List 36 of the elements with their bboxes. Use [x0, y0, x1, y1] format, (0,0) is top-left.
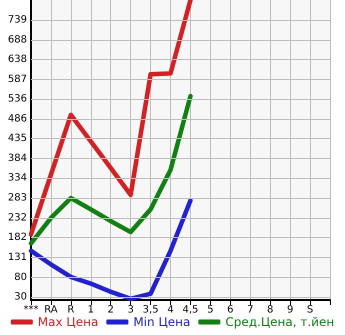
- y-tick-label: 739: [8, 14, 27, 26]
- x-tick-label: 6: [227, 304, 234, 316]
- x-tick-label: 4: [167, 304, 174, 316]
- x-tick-label: R: [67, 304, 74, 316]
- legend-label: Max Цена: [38, 315, 98, 329]
- y-tick-label: 486: [8, 113, 27, 124]
- line-series: [28, 0, 193, 237]
- y-tick-label: 232: [8, 212, 27, 224]
- x-tick-label: 5: [207, 304, 214, 316]
- y-tick-label: 334: [8, 172, 27, 184]
- y-tick-label: 30: [14, 291, 27, 302]
- x-tick-label: 3: [127, 304, 134, 316]
- y-tick-label: 283: [8, 192, 27, 204]
- x-tick-label: S: [306, 304, 314, 316]
- y-tick-label: 182: [8, 232, 27, 243]
- y-tick-label: 435: [8, 133, 27, 144]
- y-tick-label: 587: [8, 74, 27, 85]
- x-tick-label: 8: [267, 304, 274, 316]
- y-tick-label: 638: [8, 54, 27, 65]
- x-tick-label: ***: [24, 304, 38, 316]
- y-tick-label: 384: [8, 153, 27, 164]
- x-tick-label: 2: [108, 304, 114, 316]
- x-tick-label: 4,5: [182, 304, 198, 316]
- y-tick-label: 688: [8, 34, 27, 46]
- y-tick-label: 131: [8, 252, 27, 263]
- y-tick-label: 536: [8, 94, 27, 105]
- line-series: [28, 198, 193, 302]
- legend-label: Min Цена: [133, 315, 190, 329]
- line-series: [28, 94, 193, 246]
- x-tick-label: 7: [247, 304, 254, 316]
- legend-label: Сред.Цена, т.йен: [225, 315, 334, 329]
- x-tick-label: 1: [88, 304, 94, 316]
- x-tick-label: 3,5: [142, 304, 159, 316]
- y-tick-label: 80: [14, 272, 27, 283]
- x-tick-label: 9: [286, 304, 294, 316]
- x-tick-label: RA: [44, 304, 58, 316]
